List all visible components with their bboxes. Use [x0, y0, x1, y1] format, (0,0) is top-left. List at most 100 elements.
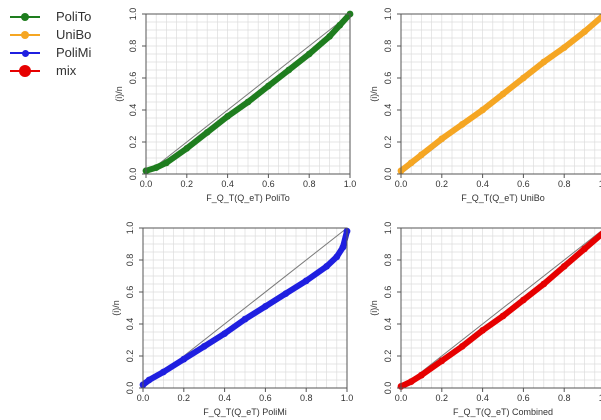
- legend-label-polito: PoliTo: [56, 9, 92, 24]
- x-axis-label: F_Q_T(Q_eT) Combined: [453, 407, 553, 417]
- plot-frame: [142, 227, 348, 389]
- legend-marker-mix: [19, 65, 31, 77]
- data-point: [520, 74, 527, 82]
- y-axis-label: (i)/n: [369, 86, 379, 102]
- data-point: [479, 106, 486, 114]
- legend-label-polimi: PoliMi: [56, 45, 92, 60]
- x-tick-label: 0.2: [178, 393, 191, 403]
- y-tick-label: 0.0: [125, 382, 135, 395]
- data-point: [560, 44, 568, 51]
- y-tick-label: 0.2: [383, 136, 393, 149]
- reference-line: [145, 13, 351, 175]
- data-point: [285, 66, 293, 74]
- x-tick-label: 0.2: [436, 393, 449, 403]
- x-tick-label: 0.0: [140, 179, 153, 189]
- data-point: [458, 121, 466, 128]
- data-point: [438, 135, 446, 143]
- data-point: [407, 378, 415, 385]
- x-tick-label: 0.4: [218, 393, 231, 403]
- y-tick-label: 0.4: [383, 104, 393, 117]
- y-tick-label: 0.2: [383, 350, 393, 363]
- data-point: [323, 263, 330, 270]
- y-tick-label: 0.0: [128, 168, 138, 181]
- y-tick-label: 0.0: [383, 168, 393, 181]
- data-point: [221, 330, 229, 337]
- data-point: [499, 90, 507, 98]
- data-point: [499, 312, 507, 320]
- data-point: [203, 129, 211, 136]
- panel-polito: 0.0 0.2 0.4 0.6 0.8 1.0 0.0 0.2 0.4 0.6 0.8 1.0 F_Q_…: [114, 8, 356, 203]
- legend-marker-polimi: [21, 49, 29, 57]
- y-tick-label: 0.8: [383, 254, 393, 267]
- plot-frame: [145, 13, 351, 175]
- x-tick-label: 0.0: [395, 179, 408, 189]
- x-tick-label: 0.8: [558, 179, 571, 189]
- y-axis-label: (i)/n: [111, 300, 121, 316]
- y-tick-label: 0.4: [383, 318, 393, 331]
- data-point: [540, 280, 548, 288]
- x-axis-label: F_Q_T(Q_eT) PoliTo: [206, 193, 290, 203]
- data-point: [418, 151, 425, 159]
- y-tick-label: 1.0: [383, 8, 393, 21]
- x-tick-label: 0.2: [181, 179, 194, 189]
- data-point: [183, 145, 191, 152]
- data-point: [520, 296, 527, 304]
- data-point: [581, 28, 588, 35]
- plot-frame: [400, 227, 601, 389]
- x-tick-label: 0.2: [436, 179, 449, 189]
- reference-line: [400, 230, 601, 389]
- y-tick-label: 0.6: [383, 72, 393, 85]
- y-tick-label: 0.8: [383, 40, 393, 53]
- data-point: [581, 245, 588, 253]
- y-tick-label: 0.4: [128, 104, 138, 117]
- data-point: [418, 371, 425, 379]
- x-tick-label: 1.0: [341, 393, 354, 403]
- panel-combined: 0.0 0.2 0.4 0.6 0.8 1.0 0.0 0.2 0.4 0.6 0.8 1.0 F_Q_…: [369, 222, 601, 417]
- x-tick-label: 0.6: [259, 393, 272, 403]
- y-tick-label: 0.6: [128, 72, 138, 85]
- y-axis-label: (i)/n: [114, 86, 124, 102]
- x-tick-label: 0.6: [517, 393, 530, 403]
- data-point: [160, 368, 167, 376]
- data-point: [241, 315, 249, 323]
- x-tick-label: 0.8: [300, 393, 313, 403]
- x-tick-label: 0.4: [476, 179, 489, 189]
- y-tick-label: 1.0: [383, 222, 393, 235]
- y-tick-label: 0.8: [125, 254, 135, 267]
- y-tick-label: 0.6: [125, 286, 135, 299]
- y-tick-label: 0.8: [128, 40, 138, 53]
- data-point: [305, 50, 313, 58]
- data-point: [407, 159, 415, 167]
- data-point: [339, 243, 347, 251]
- x-tick-label: 0.6: [517, 179, 530, 189]
- legend-label-unibo: UniBo: [56, 27, 92, 42]
- legend-marker-polito: [21, 13, 29, 21]
- panel-polimi: 0.0 0.2 0.4 0.6 0.8 1.0 0.0 0.2 0.4 0.6 0.8 1.0 F_Q_…: [111, 222, 353, 417]
- x-tick-label: 0.6: [262, 179, 275, 189]
- data-point: [333, 253, 341, 261]
- data-point: [163, 159, 170, 167]
- data-point: [326, 33, 333, 40]
- y-tick-label: 0.2: [125, 350, 135, 363]
- data-point: [262, 303, 269, 310]
- data-point: [479, 327, 486, 334]
- data-point: [224, 113, 232, 120]
- data-point: [282, 290, 290, 297]
- x-tick-label: 0.0: [395, 393, 408, 403]
- data-point: [458, 343, 466, 350]
- panel-unibo: 0.0 0.2 0.4 0.6 0.8 1.0 0.0 0.2 0.4 0.6 0.8 1.0 F_Q_…: [369, 8, 601, 203]
- legend-marker-unibo: [21, 31, 29, 39]
- x-tick-label: 1.0: [599, 179, 601, 189]
- x-axis-label: F_Q_T(Q_eT) UniBo: [461, 193, 545, 203]
- x-tick-label: 0.4: [476, 393, 489, 403]
- x-tick-label: 0.8: [303, 179, 316, 189]
- y-tick-label: 0.0: [383, 382, 393, 395]
- data-point: [265, 82, 272, 90]
- y-tick-label: 1.0: [125, 222, 135, 235]
- data-point: [244, 98, 252, 106]
- y-tick-label: 0.2: [128, 136, 138, 149]
- data-point: [200, 343, 208, 350]
- x-tick-label: 1.0: [344, 179, 357, 189]
- plot-frame: [400, 13, 601, 175]
- y-axis-label: (i)/n: [369, 300, 379, 316]
